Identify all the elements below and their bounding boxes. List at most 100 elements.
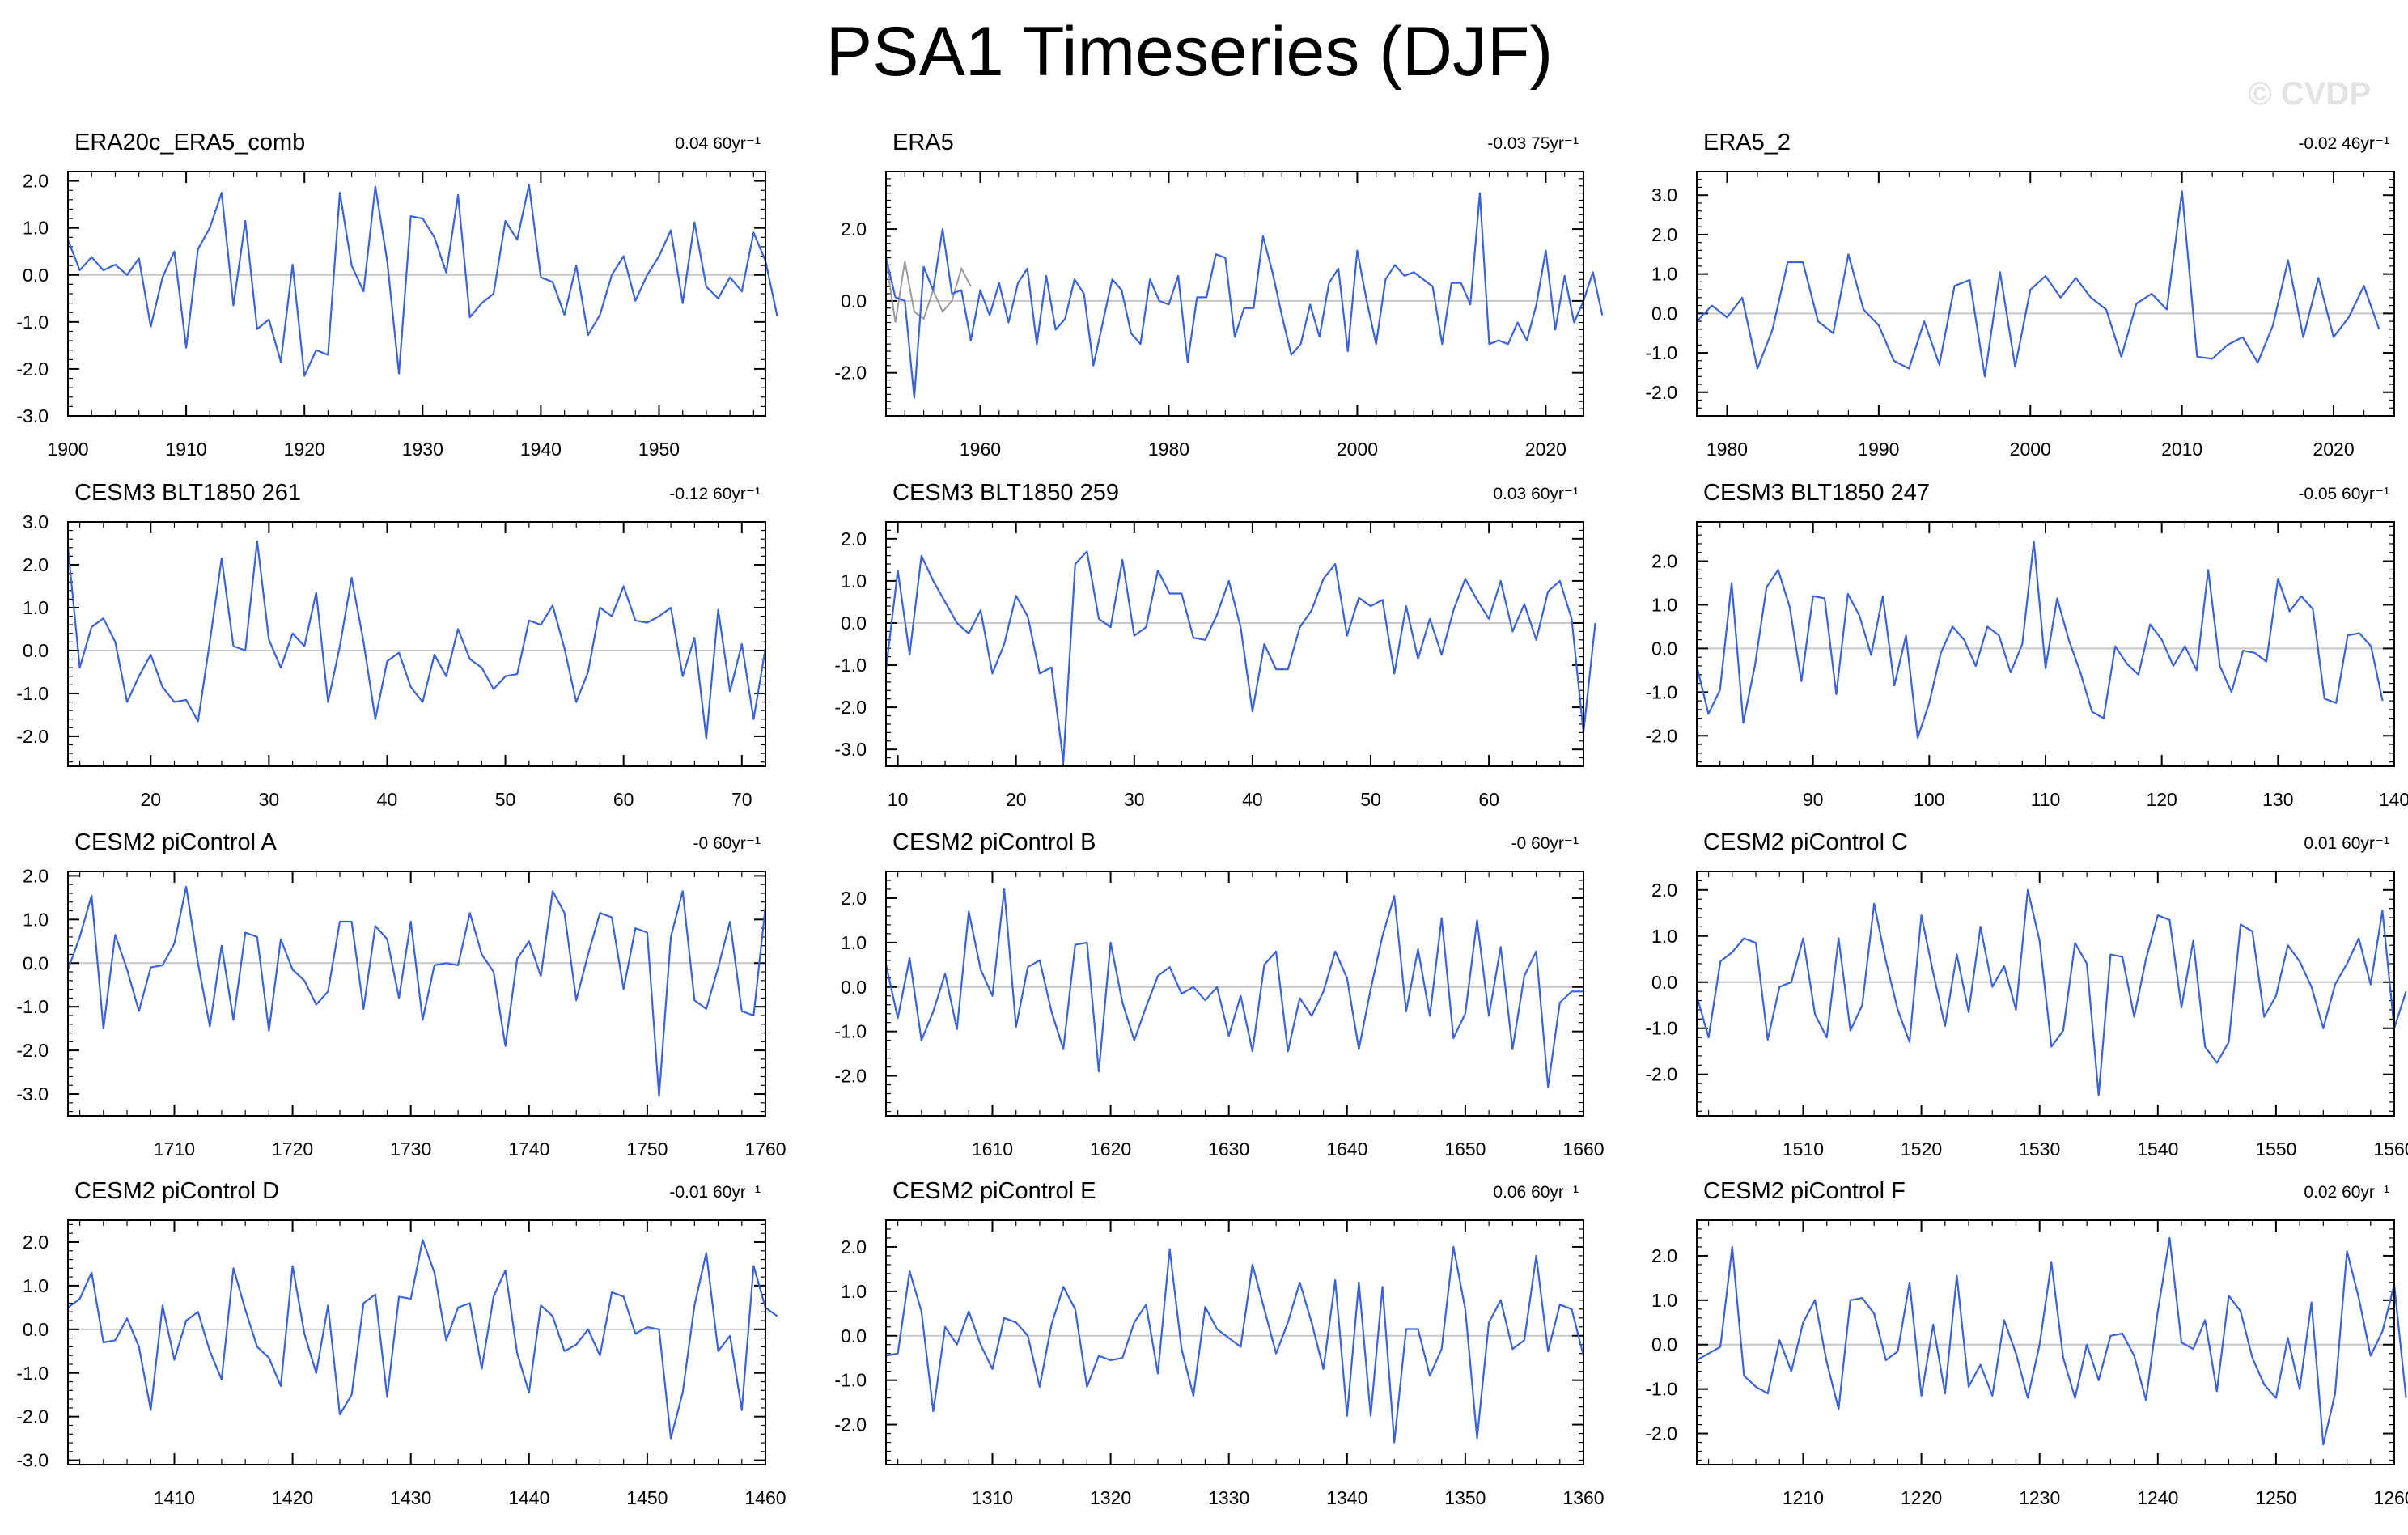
y-tick-label: 3.0 — [23, 511, 49, 532]
y-tick-label: 2.0 — [1651, 1245, 1677, 1266]
x-tick-label: 1520 — [1901, 1139, 1942, 1160]
y-tick-label: 2.0 — [1651, 551, 1677, 572]
x-tick-label: 20 — [140, 789, 161, 810]
y-tick-label: 2.0 — [841, 218, 867, 240]
plot-frame — [67, 171, 766, 417]
panel-title: ERA20c_ERA5_comb — [74, 129, 305, 155]
trend-label: -0.05 60yr⁻¹ — [2298, 485, 2389, 503]
series-line — [1695, 888, 2407, 1096]
y-tick-label: -1.0 — [16, 312, 49, 333]
x-tick-label: 1620 — [1090, 1139, 1131, 1160]
y-tick-label: 1.0 — [23, 1275, 49, 1296]
y-tick-label: 1.0 — [1651, 594, 1677, 615]
trend-label: 0.06 60yr⁻¹ — [1493, 1183, 1579, 1202]
panel-era20c-era5-comb: ERA20c_ERA5_comb 0.04 60yr⁻¹ 2.0 1.0 0.0 -1.0… — [16, 129, 778, 460]
trend-label: -0.03 75yr⁻¹ — [1487, 134, 1579, 153]
y-tick-label: 0.0 — [1651, 972, 1677, 993]
x-tick-label: 1980 — [1706, 439, 1748, 460]
x-tick-label: 2010 — [2161, 439, 2202, 460]
x-tick-label: 1900 — [47, 439, 88, 460]
series-line — [884, 550, 1596, 763]
y-tick-label: 0.0 — [841, 613, 867, 634]
x-tick-label: 1950 — [638, 439, 680, 460]
y-tick-label: 2.0 — [23, 554, 49, 575]
panel-cesm2-picontrol-e: CESM2 piControl E 0.06 60yr⁻¹ 2.0 1.0 0.0 -1.… — [834, 1178, 1604, 1508]
x-tick-label: 1220 — [1901, 1487, 1942, 1508]
y-tick-label: -2.0 — [834, 697, 867, 718]
x-tick-label: 1540 — [2137, 1139, 2178, 1160]
y-tick-label: 2.0 — [841, 888, 867, 909]
plot-frame — [885, 1219, 1584, 1465]
figure-title: PSA1 Timeseries (DJF) — [825, 13, 1554, 91]
y-tick-label: 0.0 — [23, 265, 49, 286]
x-tick-label: 1720 — [272, 1139, 313, 1160]
x-tick-label: 1440 — [508, 1487, 549, 1508]
x-tick-label: 1230 — [2019, 1487, 2060, 1508]
plot-frame — [885, 521, 1584, 767]
y-tick-label: 1.0 — [1651, 926, 1677, 947]
x-tick-label: 130 — [2262, 789, 2293, 810]
panel-cesm2-picontrol-b: CESM2 piControl B -0 60yr⁻¹ 2.0 1.0 0.0 -1.0 -… — [834, 829, 1604, 1160]
y-tick-label: -3.0 — [834, 739, 867, 760]
x-tick-label: 1530 — [2019, 1139, 2060, 1160]
x-tick-label: 1320 — [1090, 1487, 1131, 1508]
x-tick-label: 1350 — [1444, 1487, 1486, 1508]
panel-title: CESM2 piControl C — [1703, 829, 1908, 855]
y-tick-label: -1.0 — [834, 655, 867, 676]
y-tick-label: -3.0 — [16, 405, 49, 426]
x-tick-label: 1930 — [402, 439, 443, 460]
y-tick-label: 0.0 — [841, 290, 867, 312]
y-tick-label: 0.0 — [1651, 303, 1677, 324]
y-tick-label: -2.0 — [834, 1066, 867, 1087]
x-tick-label: 1340 — [1326, 1487, 1367, 1508]
y-tick-label: 1.0 — [23, 909, 49, 930]
trend-label: 0.04 60yr⁻¹ — [675, 134, 761, 153]
panel-title: ERA5_2 — [1703, 129, 1791, 155]
y-tick-label: 0.0 — [1651, 638, 1677, 659]
y-tick-label: -2.0 — [1645, 382, 1677, 403]
series-line — [884, 888, 1583, 1088]
y-tick-label: -2.0 — [16, 1406, 49, 1427]
y-tick-label: -2.0 — [16, 726, 49, 747]
y-tick-label: 2.0 — [1651, 224, 1677, 245]
x-tick-label: 110 — [2031, 789, 2061, 810]
y-tick-label: 2.0 — [841, 528, 867, 549]
x-tick-label: 1310 — [972, 1487, 1013, 1508]
x-tick-label: 90 — [1803, 789, 1824, 810]
x-tick-label: 1730 — [390, 1139, 431, 1160]
x-tick-label: 120 — [2146, 789, 2177, 810]
trend-label: 0.02 60yr⁻¹ — [2304, 1183, 2389, 1202]
y-tick-label: 1.0 — [841, 1281, 867, 1302]
x-tick-label: 30 — [259, 789, 280, 810]
x-tick-label: 1250 — [2255, 1487, 2296, 1508]
y-tick-label: 0.0 — [23, 640, 49, 661]
y-tick-label: -1.0 — [834, 1021, 867, 1042]
plot-frame — [67, 871, 766, 1117]
x-tick-label: 20 — [1006, 789, 1027, 810]
y-tick-label: 0.0 — [23, 1319, 49, 1340]
panel-cesm2-picontrol-c: CESM2 piControl C 0.01 60yr⁻¹ 2.0 1.0 0.0 -1.… — [1645, 829, 2408, 1160]
y-tick-label: -2.0 — [1645, 725, 1677, 746]
x-tick-label: 1710 — [154, 1139, 195, 1160]
y-tick-label: -2.0 — [1645, 1064, 1677, 1085]
x-tick-label: 1760 — [744, 1139, 786, 1160]
plot-frame — [885, 871, 1584, 1117]
x-tick-label: 1740 — [508, 1139, 549, 1160]
panel-title: CESM3 BLT1850 261 — [74, 480, 301, 506]
panel-cesm3-blt1850-259: CESM3 BLT1850 259 0.03 60yr⁻¹ 2.0 1.0 0.0 -1.… — [834, 480, 1596, 810]
panel-title: CESM2 piControl A — [74, 829, 277, 855]
trend-label: -0 60yr⁻¹ — [1511, 834, 1579, 853]
x-tick-label: 1450 — [626, 1487, 668, 1508]
y-tick-label: -1.0 — [16, 1363, 49, 1384]
x-tick-label: 1940 — [520, 439, 562, 460]
plot-frame — [1696, 871, 2395, 1117]
x-tick-label: 1610 — [972, 1139, 1013, 1160]
panel-era5-2: ERA5_2 -0.02 46yr⁻¹ 3.0 2.0 1.0 0.0 -1.0 -2.0 19… — [1645, 129, 2395, 460]
panel-title: CESM2 piControl E — [892, 1178, 1096, 1204]
panel-title: CESM2 piControl D — [74, 1178, 279, 1204]
panel-cesm3-blt1850-261: CESM3 BLT1850 261 -0.12 60yr⁻¹ 3.0 2.0 1.0 0.… — [16, 480, 767, 810]
plot-frame — [1696, 1219, 2395, 1465]
secondary-series-line — [885, 259, 972, 323]
panel-title: CESM3 BLT1850 259 — [892, 480, 1119, 506]
x-tick-label: 10 — [888, 789, 909, 810]
